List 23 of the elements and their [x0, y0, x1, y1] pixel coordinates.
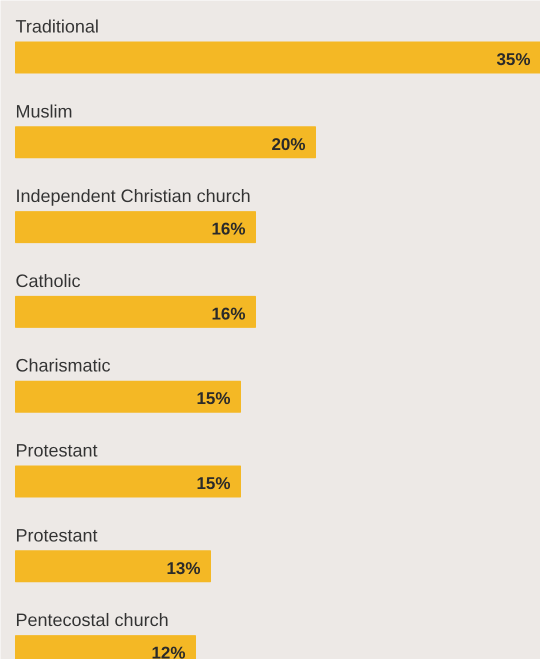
- data-label: 16%: [211, 220, 246, 239]
- data-label: 35%: [496, 50, 531, 69]
- data-label: 13%: [166, 558, 201, 578]
- data-label: 16%: [211, 304, 246, 324]
- bar: [15, 296, 256, 328]
- y-tick-label: Catholic: [16, 270, 81, 291]
- bar: [15, 466, 241, 498]
- y-tick-label: Independent Christian church: [16, 186, 251, 206]
- y-tick-label: Pentecostal church: [16, 610, 169, 630]
- y-tick-label: Charismatic: [16, 356, 111, 376]
- data-label: 15%: [196, 474, 231, 493]
- bar: [15, 550, 211, 582]
- y-tick-label: Protestant: [16, 525, 98, 546]
- data-label: 12%: [151, 644, 186, 659]
- y-tick-label: Protestant: [16, 440, 98, 460]
- bar: [15, 126, 316, 158]
- bar: [15, 211, 256, 244]
- bar: [15, 380, 241, 413]
- data-label: 20%: [271, 134, 306, 154]
- y-tick-label: Traditional: [16, 16, 99, 36]
- data-label: 15%: [196, 389, 231, 408]
- y-tick-label: Muslim: [16, 101, 72, 122]
- bar: [15, 42, 540, 74]
